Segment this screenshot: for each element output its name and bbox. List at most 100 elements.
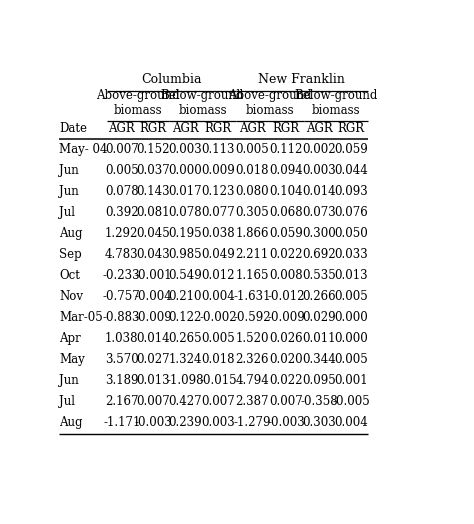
- Text: Jun: Jun: [59, 374, 79, 387]
- Text: -0.001: -0.001: [134, 269, 172, 282]
- Text: Jul: Jul: [59, 206, 75, 219]
- Text: 0.265: 0.265: [168, 332, 202, 345]
- Text: Jul: Jul: [59, 395, 75, 408]
- Text: Jun: Jun: [59, 164, 79, 177]
- Text: Date: Date: [59, 122, 87, 135]
- Text: 2.167: 2.167: [105, 395, 138, 408]
- Text: 0.000: 0.000: [335, 332, 368, 345]
- Text: 0.392: 0.392: [105, 206, 138, 219]
- Text: 0.078: 0.078: [168, 206, 202, 219]
- Text: Jun: Jun: [59, 185, 79, 198]
- Text: 0.094: 0.094: [269, 164, 303, 177]
- Text: -1.631: -1.631: [233, 290, 271, 303]
- Text: -0.757: -0.757: [103, 290, 141, 303]
- Text: 0.059: 0.059: [269, 227, 303, 240]
- Text: 0.143: 0.143: [136, 185, 170, 198]
- Text: 0.303: 0.303: [302, 416, 336, 429]
- Text: 0.344: 0.344: [302, 353, 336, 366]
- Text: 0.005: 0.005: [105, 164, 138, 177]
- Text: 0.013: 0.013: [335, 269, 368, 282]
- Text: 0.037: 0.037: [136, 164, 170, 177]
- Text: 0.007: 0.007: [201, 395, 235, 408]
- Text: Above-ground
biomass: Above-ground biomass: [228, 89, 311, 117]
- Text: -0.358: -0.358: [301, 395, 338, 408]
- Text: Oct: Oct: [59, 269, 80, 282]
- Text: 0.022: 0.022: [269, 374, 303, 387]
- Text: Nov: Nov: [59, 290, 83, 303]
- Text: 0.068: 0.068: [269, 206, 303, 219]
- Text: 0.123: 0.123: [201, 185, 235, 198]
- Text: 0.003: 0.003: [302, 164, 336, 177]
- Text: 0.022: 0.022: [269, 248, 303, 261]
- Text: 0.305: 0.305: [235, 206, 269, 219]
- Text: RGR: RGR: [338, 122, 365, 135]
- Text: 0.077: 0.077: [201, 206, 235, 219]
- Text: 0.000: 0.000: [335, 311, 368, 324]
- Text: 1.292: 1.292: [105, 227, 138, 240]
- Text: 0.013: 0.013: [136, 374, 170, 387]
- Text: 0.007: 0.007: [105, 143, 138, 156]
- Text: RGR: RGR: [139, 122, 166, 135]
- Text: 0.076: 0.076: [335, 206, 368, 219]
- Text: 0.012: 0.012: [201, 269, 235, 282]
- Text: Aug: Aug: [59, 227, 83, 240]
- Text: 0.549: 0.549: [168, 269, 202, 282]
- Text: -0.012: -0.012: [267, 290, 305, 303]
- Text: 0.045: 0.045: [136, 227, 170, 240]
- Text: 0.007: 0.007: [136, 395, 170, 408]
- Text: 1.866: 1.866: [236, 227, 269, 240]
- Text: -0.015: -0.015: [199, 374, 237, 387]
- Text: -0.003: -0.003: [267, 416, 305, 429]
- Text: 0.014: 0.014: [136, 332, 170, 345]
- Text: New Franklin: New Franklin: [258, 72, 345, 85]
- Text: -1.171: -1.171: [103, 416, 140, 429]
- Text: 0.073: 0.073: [302, 206, 336, 219]
- Text: May- 04: May- 04: [59, 143, 108, 156]
- Text: 0.050: 0.050: [335, 227, 368, 240]
- Text: -0.004: -0.004: [134, 290, 172, 303]
- Text: 0.044: 0.044: [335, 164, 368, 177]
- Text: 1.324: 1.324: [168, 353, 202, 366]
- Text: -0.005: -0.005: [332, 395, 370, 408]
- Text: 0.005: 0.005: [201, 332, 235, 345]
- Text: 0.080: 0.080: [235, 185, 269, 198]
- Text: 0.210: 0.210: [168, 290, 202, 303]
- Text: 0.692: 0.692: [302, 248, 336, 261]
- Text: 0.001: 0.001: [335, 374, 368, 387]
- Text: 0.113: 0.113: [201, 143, 235, 156]
- Text: 0.427: 0.427: [168, 395, 202, 408]
- Text: 0.093: 0.093: [335, 185, 368, 198]
- Text: 0.029: 0.029: [302, 311, 336, 324]
- Text: 0.014: 0.014: [302, 185, 336, 198]
- Text: AGR: AGR: [239, 122, 265, 135]
- Text: 0.018: 0.018: [201, 353, 235, 366]
- Text: -0.009: -0.009: [134, 311, 172, 324]
- Text: -0.002: -0.002: [199, 311, 237, 324]
- Text: 4.783: 4.783: [105, 248, 138, 261]
- Text: 0.002: 0.002: [302, 143, 336, 156]
- Text: Below-ground
biomass: Below-ground biomass: [294, 89, 377, 117]
- Text: 0.059: 0.059: [335, 143, 368, 156]
- Text: 3.189: 3.189: [105, 374, 138, 387]
- Text: 0.095: 0.095: [302, 374, 336, 387]
- Text: AGR: AGR: [172, 122, 199, 135]
- Text: 0.005: 0.005: [335, 353, 368, 366]
- Text: 2.387: 2.387: [236, 395, 269, 408]
- Text: 0.112: 0.112: [269, 143, 303, 156]
- Text: 0.005: 0.005: [335, 290, 368, 303]
- Text: 0.003: 0.003: [201, 416, 235, 429]
- Text: Columbia: Columbia: [141, 72, 201, 85]
- Text: 1.520: 1.520: [236, 332, 269, 345]
- Text: 0.033: 0.033: [335, 248, 368, 261]
- Text: -1.279: -1.279: [233, 416, 271, 429]
- Text: Above-ground
biomass: Above-ground biomass: [96, 89, 180, 117]
- Text: 0.535: 0.535: [302, 269, 336, 282]
- Text: 0.004: 0.004: [335, 416, 368, 429]
- Text: 0.020: 0.020: [269, 353, 303, 366]
- Text: 0.300: 0.300: [302, 227, 336, 240]
- Text: 2.211: 2.211: [236, 248, 269, 261]
- Text: 2.326: 2.326: [236, 353, 269, 366]
- Text: 4.794: 4.794: [235, 374, 269, 387]
- Text: 1.038: 1.038: [105, 332, 138, 345]
- Text: 0.008: 0.008: [269, 269, 303, 282]
